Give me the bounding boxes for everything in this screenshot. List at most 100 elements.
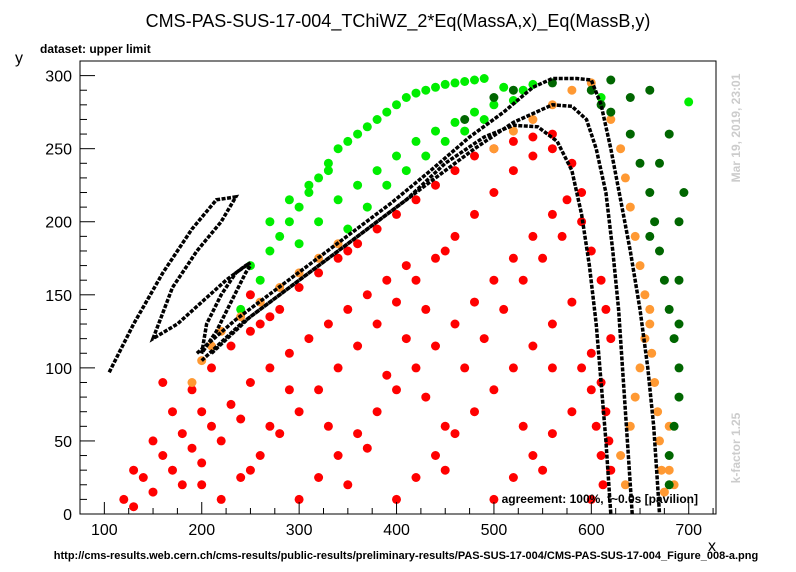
scatter-point-far-21: [664, 129, 674, 139]
scatter-point-excluded-7: [168, 465, 177, 475]
scatter-point-allowed-13: [372, 115, 382, 124]
scatter-point-allowed-3: [275, 231, 285, 241]
source-url: http://cms-results.web.cern.ch/cms-resul…: [54, 550, 758, 562]
scatter-point-allowed-33: [450, 117, 460, 127]
scatter-point-boundary-18: [620, 173, 630, 183]
scatter-point-excluded-93: [440, 421, 450, 431]
scatter-point-excluded-53: [547, 209, 557, 219]
scatter-point-far-16: [669, 421, 679, 431]
y-tick-label-50: 50: [54, 434, 72, 451]
scatter-point-allowed-29: [372, 166, 382, 176]
scatter-point-allowed-16: [401, 93, 411, 102]
scatter-point-allowed-0: [236, 304, 246, 314]
scatter-point-excluded-100: [177, 480, 187, 490]
scatter-point-excluded-109: [353, 239, 363, 249]
scatter-point-excluded-90: [382, 370, 392, 380]
scatter-point-excluded-75: [489, 494, 499, 504]
scatter-point-excluded-77: [528, 451, 538, 460]
scatter-point-excluded-118: [528, 132, 538, 142]
scatter-point-excluded-20: [216, 494, 226, 504]
scatter-point-excluded-34: [489, 188, 499, 197]
scatter-point-excluded-4: [197, 407, 207, 417]
scatter-point-allowed-27: [333, 195, 343, 205]
scatter-point-boundary-28: [657, 465, 666, 475]
scatter-point-excluded-50: [489, 275, 499, 285]
scatter-point-far-11: [659, 275, 669, 285]
scatter-point-far-26: [645, 231, 655, 241]
y-tick-label-150: 150: [45, 288, 72, 305]
scatter-point-excluded-135: [245, 290, 255, 300]
scatter-point-boundary-30: [616, 451, 626, 460]
x-tick-label-300: 300: [286, 522, 313, 539]
scatter-point-excluded-134: [343, 246, 353, 256]
scatter-point-excluded-64: [470, 407, 479, 417]
scatter-point-excluded-102: [216, 436, 226, 446]
x-tick-label-400: 400: [383, 522, 410, 539]
scatter-point-allowed-12: [362, 122, 372, 132]
scatter-point-far-18: [664, 480, 674, 490]
scatter-point-excluded-126: [245, 326, 255, 336]
scatter-point-boundary-27: [655, 436, 664, 446]
scatter-point-excluded-11: [245, 378, 255, 387]
scatter-point-far-0: [460, 115, 470, 124]
scatter-point-excluded-42: [333, 451, 343, 460]
scatter-point-allowed-15: [392, 100, 401, 110]
x-tick-label-600: 600: [578, 522, 605, 539]
scatter-point-excluded-54: [562, 195, 572, 205]
scatter-point-boundary-23: [645, 319, 655, 329]
scatter-point-excluded-8: [187, 443, 197, 453]
scatter-point-boundary-26: [653, 407, 663, 417]
scatter-point-excluded-129: [197, 480, 207, 490]
scatter-point-far-23: [625, 93, 635, 102]
scatter-point-excluded-107: [314, 268, 324, 278]
scatter-point-excluded-47: [431, 341, 440, 351]
scatter-point-excluded-43: [353, 429, 363, 439]
scatter-point-allowed-26: [314, 217, 324, 227]
scatter-point-excluded-78: [547, 429, 557, 439]
scatter-point-allowed-42: [440, 136, 450, 146]
scatter-point-excluded-46: [411, 363, 421, 373]
scatter-point-excluded-120: [129, 465, 139, 475]
scatter-point-boundary-34: [635, 363, 645, 373]
y-tick-label-100: 100: [45, 361, 72, 378]
scatter-point-allowed-51: [499, 82, 509, 92]
scatter-point-excluded-113: [431, 180, 440, 190]
scatter-point-allowed-25: [294, 239, 304, 249]
scatter-point-far-12: [664, 304, 674, 314]
scatter-point-far-10: [655, 246, 664, 256]
scatter-point-excluded-71: [596, 378, 606, 387]
scatter-point-excluded-28: [372, 319, 382, 329]
scatter-point-excluded-59: [606, 334, 616, 344]
scatter-point-allowed-24: [479, 74, 489, 83]
scatter-point-excluded-24: [294, 407, 304, 417]
scatter-point-far-14: [674, 363, 684, 373]
y-tick-label-300: 300: [45, 69, 72, 86]
timestamp-label: Mar 19, 2019, 23:01: [729, 73, 743, 182]
scatter-point-excluded-81: [591, 421, 601, 431]
scatter-point-far-1: [489, 93, 499, 102]
scatter-point-allowed-39: [382, 180, 392, 190]
scatter-point-allowed-30: [392, 151, 401, 161]
scatter-point-boundary-12: [528, 115, 538, 124]
x-axis-label: x: [708, 538, 716, 555]
scatter-point-excluded-110: [372, 224, 382, 234]
scatter-point-excluded-137: [547, 363, 557, 373]
scatter-point-allowed-5: [294, 202, 304, 212]
scatter-point-excluded-133: [440, 246, 450, 256]
scatter-point-excluded-125: [226, 341, 236, 351]
scatter-point-excluded-117: [508, 136, 518, 146]
scatter-point-excluded-21: [236, 473, 246, 482]
scatter-point-excluded-97: [518, 275, 528, 285]
scatter-point-allowed-38: [362, 202, 372, 212]
scatter-point-excluded-13: [284, 348, 294, 358]
scatter-point-excluded-37: [547, 144, 557, 154]
scatter-point-excluded-32: [450, 231, 460, 241]
y-tick-label-250: 250: [45, 142, 72, 159]
scatter-point-allowed-10: [343, 136, 353, 146]
scatter-point-allowed-7: [314, 173, 324, 183]
scatter-point-excluded-108: [333, 253, 343, 263]
scatter-point-excluded-6: [148, 487, 158, 497]
scatter-point-excluded-112: [411, 195, 421, 205]
scatter-point-excluded-91: [401, 334, 411, 344]
scatter-point-far-2: [508, 85, 518, 95]
